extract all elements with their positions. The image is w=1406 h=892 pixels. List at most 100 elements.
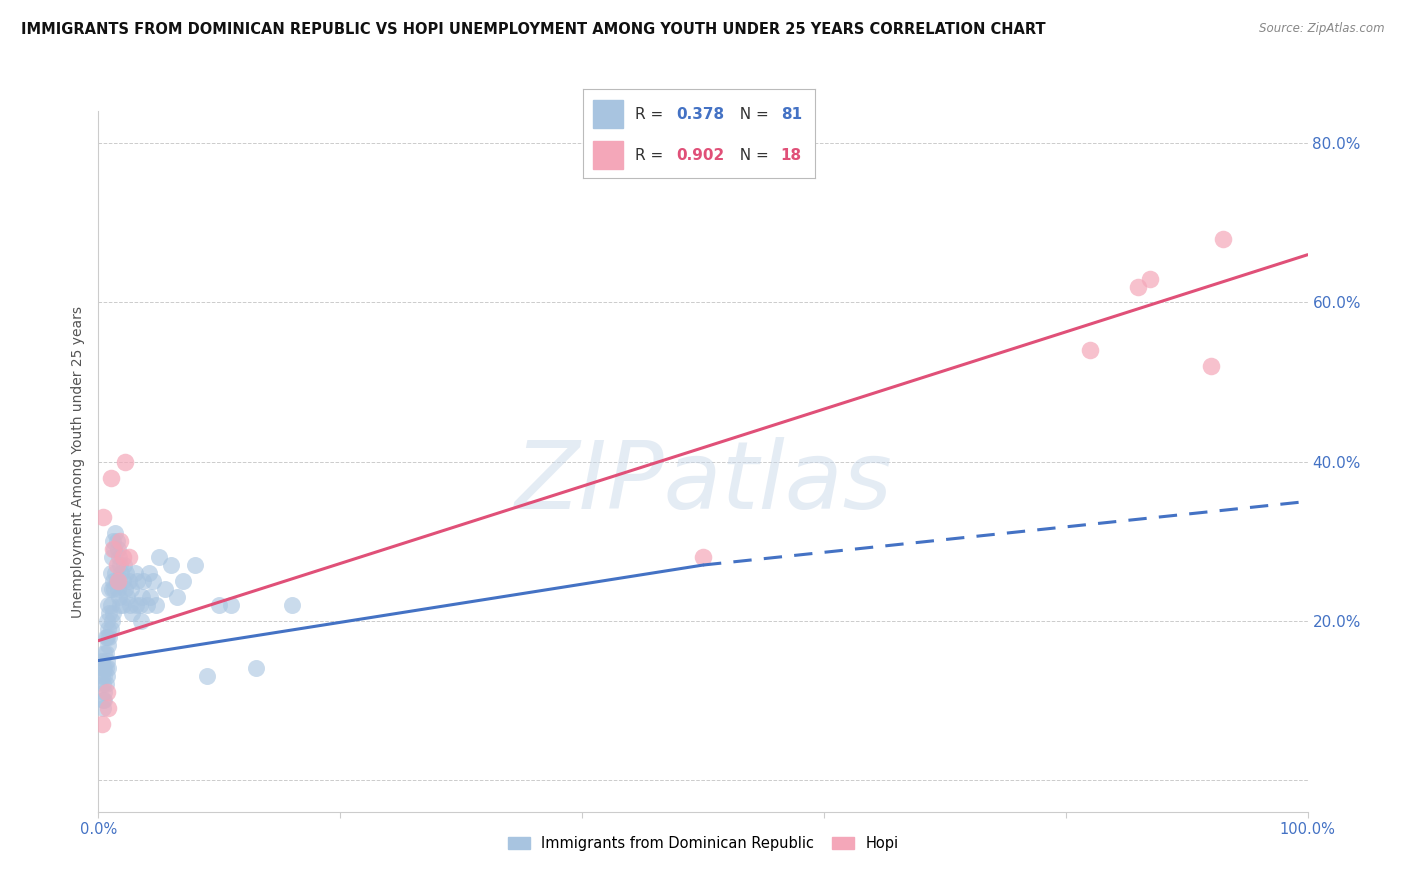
Point <box>108 598 131 612</box>
Point <box>125 598 148 612</box>
Y-axis label: Unemployment Among Youth under 25 years: Unemployment Among Youth under 25 years <box>72 306 86 617</box>
Point <box>108 590 131 604</box>
Point <box>107 582 129 596</box>
Point <box>104 526 127 541</box>
Point <box>107 574 129 588</box>
Point <box>94 646 117 660</box>
Point <box>100 614 122 628</box>
Point <box>127 574 149 588</box>
Point <box>98 630 121 644</box>
Point <box>96 654 118 668</box>
Point <box>118 574 141 588</box>
Point <box>107 542 129 557</box>
Point <box>103 582 125 596</box>
Point <box>101 534 124 549</box>
Point <box>93 661 115 675</box>
Point <box>221 598 243 612</box>
Point <box>101 574 124 588</box>
Point <box>97 598 120 612</box>
Text: ZIPatlas: ZIPatlas <box>515 437 891 528</box>
Point <box>100 582 122 596</box>
Point <box>91 669 114 683</box>
FancyBboxPatch shape <box>593 141 623 169</box>
Point <box>91 654 114 668</box>
Point <box>281 598 304 612</box>
Point <box>166 590 188 604</box>
Point <box>145 598 167 612</box>
Point <box>103 542 125 557</box>
Point <box>1139 271 1161 285</box>
Point <box>124 566 146 580</box>
Point <box>114 454 136 468</box>
Point <box>117 590 139 604</box>
Text: R =: R = <box>634 148 668 162</box>
Point <box>98 606 121 620</box>
Point <box>97 661 120 675</box>
Point <box>1078 343 1101 358</box>
Point <box>112 558 135 572</box>
Point <box>91 693 114 707</box>
Legend: Immigrants from Dominican Republic, Hopi: Immigrants from Dominican Republic, Hopi <box>502 830 904 857</box>
Point <box>118 550 141 565</box>
Text: 0.378: 0.378 <box>676 107 724 121</box>
Point <box>105 574 128 588</box>
Text: Source: ZipAtlas.com: Source: ZipAtlas.com <box>1260 22 1385 36</box>
Point <box>184 558 207 572</box>
FancyBboxPatch shape <box>593 100 623 128</box>
Point <box>104 566 127 580</box>
Point <box>94 630 117 644</box>
Point <box>100 470 122 484</box>
Point <box>96 685 118 699</box>
Point <box>245 661 267 675</box>
Point <box>131 590 153 604</box>
Point <box>108 550 131 565</box>
Point <box>93 685 115 699</box>
Point <box>120 582 142 596</box>
Point <box>94 677 117 691</box>
Point <box>101 542 124 557</box>
Point <box>172 574 194 588</box>
Point <box>108 534 131 549</box>
Point <box>138 566 160 580</box>
Point <box>91 661 114 675</box>
Point <box>91 510 114 524</box>
Point <box>100 598 122 612</box>
Text: R =: R = <box>634 107 668 121</box>
Point <box>115 566 138 580</box>
Point <box>1212 232 1234 246</box>
Point <box>91 701 114 715</box>
Point <box>91 677 114 691</box>
Point <box>160 558 183 572</box>
Point <box>111 550 134 565</box>
Point <box>153 582 176 596</box>
Text: N =: N = <box>730 148 773 162</box>
Point <box>135 598 157 612</box>
Point <box>692 550 714 565</box>
Point <box>139 590 162 604</box>
Point <box>100 550 122 565</box>
Point <box>97 701 120 715</box>
Point <box>96 630 118 644</box>
Point <box>105 534 128 549</box>
Point <box>108 558 131 572</box>
Point <box>114 582 136 596</box>
Point <box>97 622 120 636</box>
Point <box>1128 279 1150 293</box>
Text: 18: 18 <box>780 148 801 162</box>
Point <box>128 598 150 612</box>
Point <box>96 614 118 628</box>
Point <box>93 646 115 660</box>
Text: 0.902: 0.902 <box>676 148 724 162</box>
Point <box>96 669 118 683</box>
Point <box>132 574 155 588</box>
Point <box>98 582 121 596</box>
Point <box>195 669 218 683</box>
Point <box>142 574 165 588</box>
Point <box>105 558 128 572</box>
Point <box>111 574 134 588</box>
Point <box>101 606 124 620</box>
Point <box>100 566 122 580</box>
Text: N =: N = <box>730 107 773 121</box>
Text: 81: 81 <box>780 107 801 121</box>
Point <box>110 566 132 580</box>
